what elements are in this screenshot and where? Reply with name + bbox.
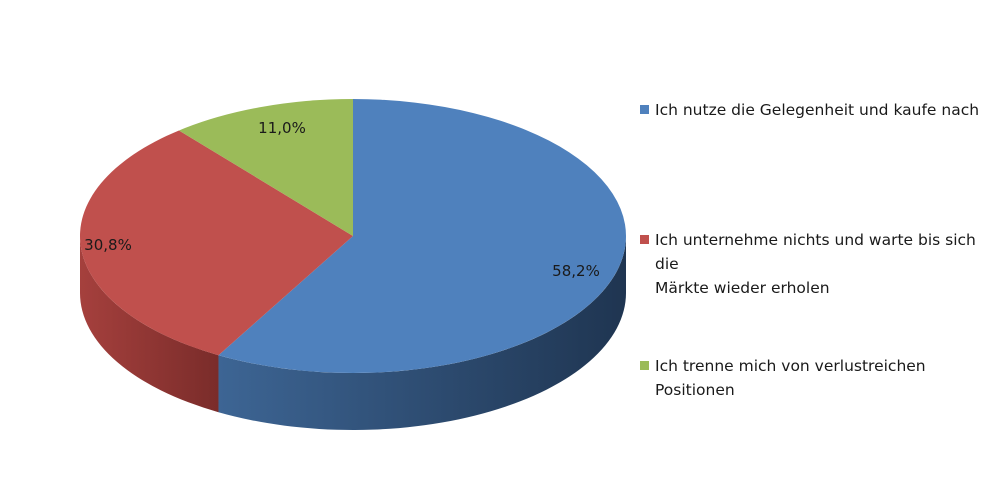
pie-data-label-1: 30,8%	[84, 236, 132, 254]
legend-item-0: Ich nutze die Gelegenheit und kaufe nach	[640, 98, 990, 122]
pie-slice-0	[218, 99, 626, 373]
legend-swatch-2	[640, 361, 649, 370]
legend-label-2-line-0: Ich trenne mich von verlustreichen	[655, 357, 926, 375]
pie-slice-1	[79, 130, 353, 356]
legend-item-2: Ich trenne mich von verlustreichen Positi…	[640, 354, 990, 402]
pie-data-label-2: 11,0%	[258, 119, 306, 137]
pie-slice-2	[178, 99, 353, 236]
legend-label-0-line-0: Ich nutze die Gelegenheit und kaufe nach	[655, 101, 980, 119]
legend-label-2-line-1: Positionen	[655, 381, 735, 399]
pie-side-1	[80, 236, 219, 413]
pie-side-0	[218, 236, 626, 431]
pie-tops	[79, 99, 626, 373]
legend-label-1: Ich unternehme nichts und warte bis sich…	[655, 228, 990, 300]
legend-item-1: Ich unternehme nichts und warte bis sich…	[640, 228, 990, 300]
legend-label-0: Ich nutze die Gelegenheit und kaufe nach	[655, 98, 979, 122]
legend-label-2: Ich trenne mich von verlustreichen Positi…	[655, 354, 926, 402]
legend-swatch-1	[640, 235, 649, 244]
pie-data-label-0: 58,2%	[552, 262, 600, 280]
legend-label-1-line-1: Märkte wieder erholen	[655, 279, 830, 297]
legend-label-1-line-0: Ich unternehme nichts und warte bis sich…	[655, 231, 976, 273]
legend-swatch-0	[640, 105, 649, 114]
pie-data-labels: 58,2% 30,8% 11,0%	[84, 119, 600, 280]
pie-sides	[80, 236, 626, 431]
